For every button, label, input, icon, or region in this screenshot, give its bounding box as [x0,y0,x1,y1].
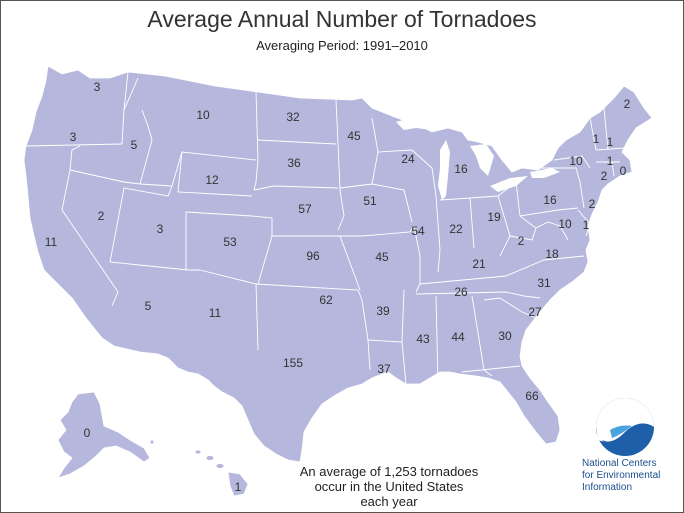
state-value-oh: 19 [487,210,501,224]
agency-line-1: National Centers [582,458,657,469]
state-value-wy: 12 [205,173,219,187]
hawaii-islands [194,449,249,497]
state-value-tn: 26 [454,285,468,299]
agency-name: National Centers for Environmental Infor… [582,458,682,494]
state-value-nm: 11 [209,306,222,320]
state-value-id: 5 [131,138,138,152]
caption-line-1: An average of 1,253 tornadoes [299,464,479,479]
state-value-ak: 0 [84,426,91,440]
state-value-ne: 57 [298,202,312,216]
state-value-pa: 16 [543,193,557,207]
state-value-ga: 30 [498,329,512,343]
state-value-ar: 39 [376,304,390,318]
state-value-il: 54 [411,224,425,238]
state-value-de: 1 [583,218,590,232]
state-value-az: 5 [145,299,152,313]
state-value-nc: 31 [537,276,551,290]
agency-line-3: Information [582,482,633,493]
state-value-ct: 2 [601,169,608,183]
state-value-al: 44 [451,330,465,344]
alaska-island [149,439,155,445]
state-value-sd: 36 [287,156,301,170]
map-subtitle: Averaging Period: 1991–2010 [256,38,428,53]
state-value-ut: 3 [157,222,164,236]
state-value-ia: 51 [363,194,377,208]
state-value-sc: 27 [528,305,542,319]
alaska-shape [57,391,151,479]
noaa-logo-text: NOAA [612,404,639,414]
state-value-mo: 45 [375,250,389,264]
state-value-ny: 10 [569,154,583,168]
state-value-ky: 21 [472,257,486,271]
state-value-in: 22 [449,222,463,236]
state-value-la: 37 [377,362,391,376]
caption-line-3: each year [360,494,418,509]
state-value-hi: 1 [235,480,242,494]
lake-michigan [438,140,450,200]
tornado-caption: An average of 1,253 tornadoes occur in t… [284,464,494,509]
state-value-mt: 10 [196,108,210,122]
state-value-ks: 96 [306,249,320,263]
state-value-wa: 3 [94,80,101,94]
state-value-mn: 45 [347,129,361,143]
state-value-ms: 43 [416,332,430,346]
state-value-wi: 24 [401,152,415,166]
state-value-nd: 32 [286,110,300,124]
state-value-wv: 2 [518,234,525,248]
state-value-or: 3 [70,130,77,144]
state-value-fl: 66 [525,389,539,403]
contiguous-us-landmass [23,65,653,463]
lake-superior [396,116,448,130]
state-value-md: 10 [558,217,572,231]
state-value-tx: 155 [283,356,303,370]
state-value-mi: 16 [454,162,468,176]
state-value-vt: 1 [593,132,600,146]
map-title: Average Annual Number of Tornadoes [147,6,537,32]
state-value-ok: 62 [319,293,333,307]
state-value-co: 53 [223,235,237,249]
state-value-nv: 2 [98,209,105,223]
agency-line-2: for Environmental [582,470,661,481]
state-borders [25,71,625,385]
noaa-logo: NOAA [596,398,654,456]
state-value-va: 18 [545,247,559,261]
lake-ontario [530,168,560,178]
caption-line-2: occur in the United States [314,479,464,494]
state-value-ma: 1 [607,154,614,168]
state-value-nh: 1 [607,135,614,149]
state-value-nj: 2 [589,197,596,211]
state-value-ca: 11 [45,235,58,249]
state-value-me: 2 [624,97,631,111]
lake-huron [470,144,494,176]
lake-erie [490,176,528,192]
state-value-ri: 0 [620,164,627,178]
